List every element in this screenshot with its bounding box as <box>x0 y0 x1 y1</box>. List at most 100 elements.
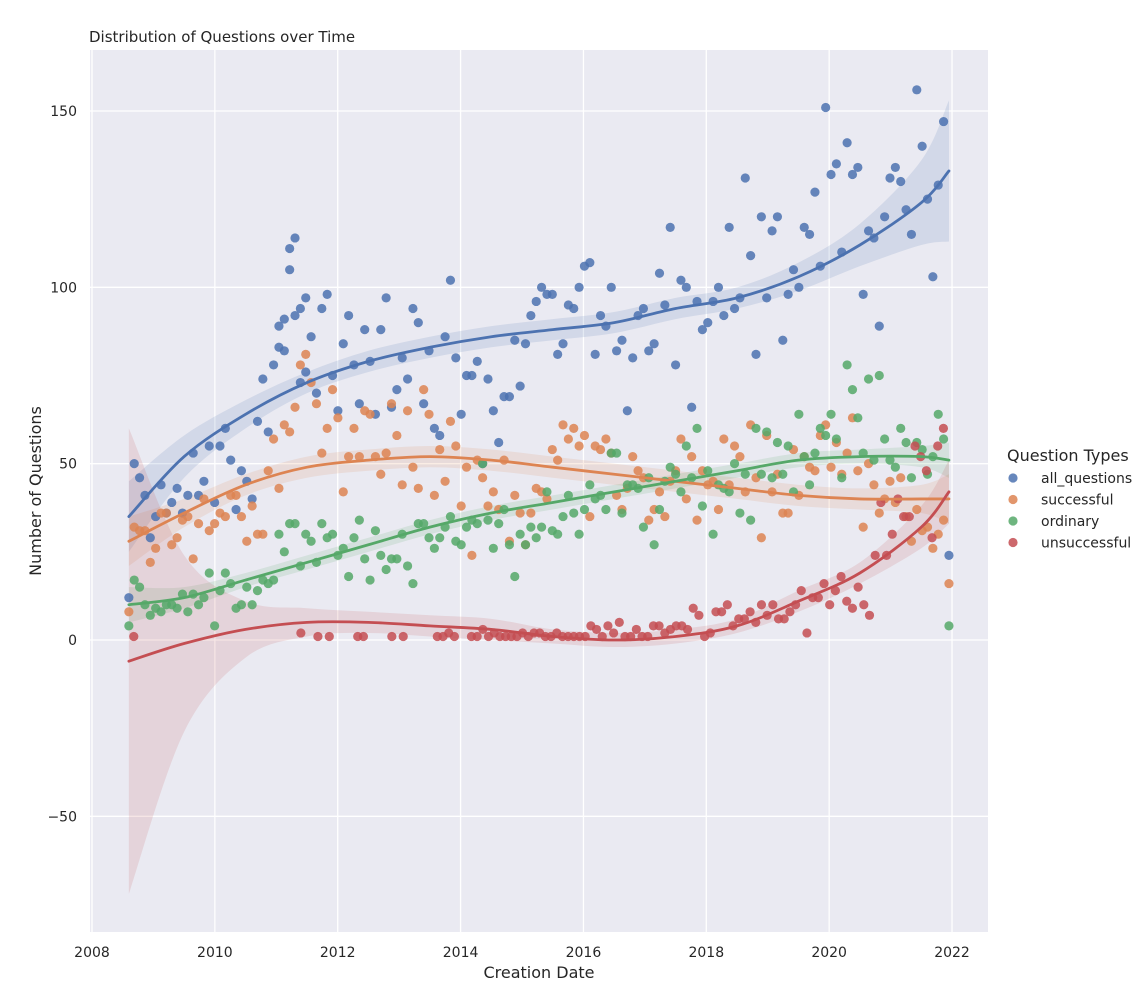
point-successful <box>681 494 691 504</box>
point-all_questions <box>467 370 477 381</box>
point-ordinary <box>445 511 456 522</box>
point-all_questions <box>740 173 750 183</box>
point-ordinary <box>746 515 756 525</box>
point-all_questions <box>124 593 134 603</box>
point-unsuccessful <box>859 600 869 610</box>
point-ordinary <box>724 487 734 497</box>
point-successful <box>756 533 766 543</box>
point-all_questions <box>510 335 520 345</box>
point-all_questions <box>858 289 868 299</box>
point-all_questions <box>756 212 766 222</box>
point-ordinary <box>847 385 858 395</box>
point-all_questions <box>301 293 311 303</box>
point-successful <box>944 578 954 589</box>
point-unsuccessful <box>739 614 750 624</box>
point-ordinary <box>906 473 917 483</box>
point-unsuccessful <box>768 600 778 610</box>
point-all_questions <box>622 406 632 416</box>
point-successful <box>660 511 670 522</box>
point-unsuccessful <box>313 631 323 642</box>
y-tick-label: 50 <box>59 457 77 473</box>
point-all_questions <box>778 335 788 345</box>
point-all_questions <box>172 483 182 493</box>
point-successful <box>467 550 477 560</box>
point-all_questions <box>204 441 214 451</box>
point-all_questions <box>842 138 852 148</box>
point-all_questions <box>896 176 906 187</box>
point-successful <box>574 441 584 451</box>
point-successful <box>408 462 418 472</box>
point-successful <box>204 526 214 536</box>
point-all_questions <box>504 392 515 402</box>
point-successful <box>515 508 525 518</box>
point-ordinary <box>183 607 193 617</box>
point-ordinary <box>890 462 900 472</box>
point-all_questions <box>585 258 595 268</box>
point-ordinary <box>778 469 788 479</box>
point-unsuccessful <box>722 600 732 610</box>
point-all_questions <box>322 289 332 299</box>
point-all_questions <box>654 268 665 278</box>
point-all_questions <box>167 497 177 508</box>
point-successful <box>236 511 247 522</box>
point-all_questions <box>703 318 713 328</box>
point-successful <box>274 483 284 493</box>
point-all_questions <box>520 339 531 349</box>
y-tick-label: −50 <box>47 809 77 825</box>
point-successful <box>333 413 343 423</box>
point-successful <box>478 473 488 483</box>
y-axis-label: Number of Questions <box>26 406 45 576</box>
point-ordinary <box>129 575 139 585</box>
point-unsuccessful <box>921 466 931 476</box>
point-all_questions <box>354 399 364 409</box>
y-tick-label: 150 <box>50 104 77 120</box>
point-all_questions <box>526 310 536 321</box>
point-successful <box>445 416 456 426</box>
point-unsuccessful <box>756 600 767 610</box>
point-all_questions <box>134 473 145 483</box>
point-all_questions <box>569 303 579 314</box>
point-ordinary <box>515 529 525 539</box>
point-all_questions <box>397 353 407 363</box>
point-all_questions <box>660 300 670 310</box>
point-successful <box>413 483 423 493</box>
point-all_questions <box>236 466 247 476</box>
point-unsuccessful <box>864 610 875 620</box>
point-unsuccessful <box>830 586 840 596</box>
point-ordinary <box>392 554 402 564</box>
point-successful <box>826 462 836 472</box>
point-unsuccessful <box>785 607 795 617</box>
point-ordinary <box>483 515 493 525</box>
point-unsuccessful <box>842 596 852 606</box>
point-all_questions <box>719 310 729 321</box>
point-successful <box>585 511 595 522</box>
point-successful <box>461 462 472 472</box>
point-unsuccessful <box>398 631 408 642</box>
point-ordinary <box>145 610 155 620</box>
point-ordinary <box>917 444 927 455</box>
point-successful <box>440 476 450 486</box>
point-successful <box>268 434 279 444</box>
point-all_questions <box>831 159 841 169</box>
point-successful <box>853 466 863 476</box>
point-all_questions <box>408 303 418 314</box>
point-ordinary <box>863 374 874 384</box>
point-successful <box>151 543 161 553</box>
point-successful <box>563 434 573 444</box>
point-all_questions <box>183 490 193 501</box>
point-all_questions <box>338 339 348 349</box>
point-unsuccessful <box>609 628 619 638</box>
point-unsuccessful <box>910 441 920 451</box>
point-successful <box>290 402 300 412</box>
x-tick-label: 2008 <box>74 945 110 961</box>
point-successful <box>247 501 257 511</box>
point-all_questions <box>199 476 209 486</box>
point-unsuccessful <box>682 624 693 635</box>
point-ordinary <box>772 437 783 448</box>
point-all_questions <box>880 212 890 222</box>
point-unsuccessful <box>614 617 624 627</box>
point-ordinary <box>365 575 375 585</box>
y-tick-label: 0 <box>68 633 77 649</box>
point-unsuccessful <box>603 621 613 631</box>
point-successful <box>595 444 606 455</box>
